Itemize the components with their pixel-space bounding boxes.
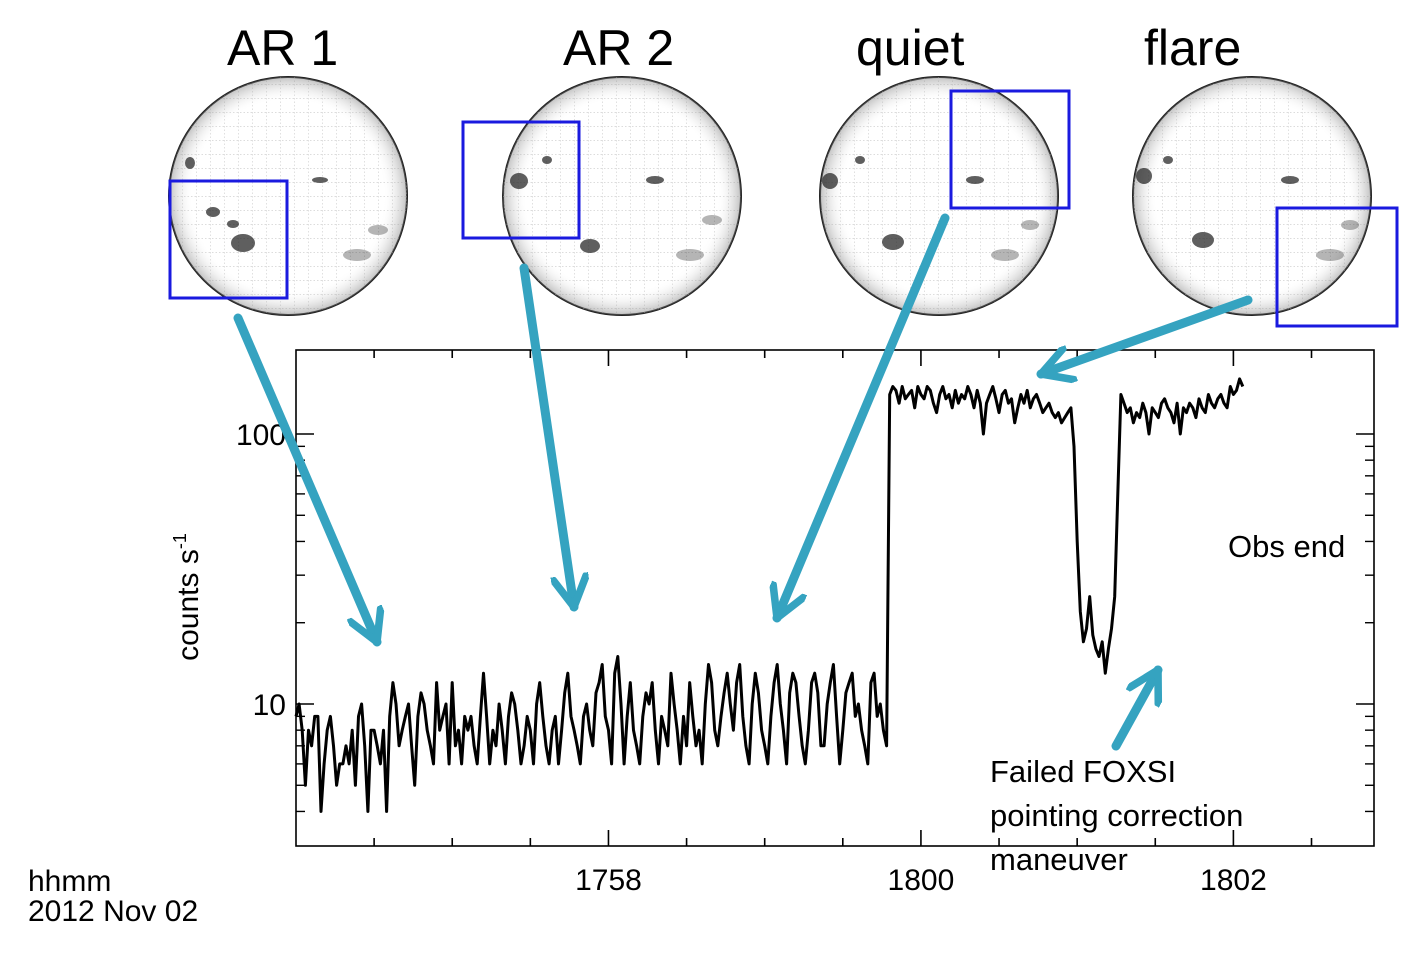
- arrow-ar1: [233, 313, 377, 647]
- y-tick-label-100: 100: [236, 419, 286, 452]
- x-tick-label-1800: 1800: [888, 864, 955, 897]
- panel-title-flare: flare: [1144, 20, 1241, 76]
- y-tick-label-10: 10: [253, 689, 286, 722]
- panel-title-ar2: AR 2: [563, 20, 674, 76]
- arrow-failed-maneuver: [1111, 665, 1163, 751]
- panel-title-quiet: quiet: [856, 20, 965, 76]
- arrow-quiet: [777, 213, 950, 623]
- fov-box-ar1: [168, 179, 289, 300]
- x-tick-label-1758: 1758: [575, 864, 642, 897]
- fov-box-flare: [1275, 206, 1399, 328]
- sun-image-quiet: [819, 76, 1059, 316]
- plot-area: [295, 349, 1375, 847]
- obs-end-label: Obs end: [1228, 529, 1345, 564]
- x-tick-label-1802: 1802: [1200, 864, 1267, 897]
- failed-label-line3: maneuver: [990, 842, 1128, 877]
- y-axis-label-exponent: -1: [170, 533, 190, 549]
- arrow-ar2: [519, 263, 574, 612]
- arrow-flare: [1036, 295, 1253, 374]
- fov-box-ar2: [461, 120, 581, 240]
- sun-image-ar2: [502, 76, 742, 316]
- fov-box-quiet: [949, 89, 1071, 210]
- y-minor-ticks: [296, 445, 1374, 813]
- time-units-label: hhmm: [28, 865, 111, 898]
- date-label: 2012 Nov 02: [28, 895, 198, 928]
- sun-image-flare: [1132, 76, 1372, 316]
- y-axis-label: counts s-1: [170, 533, 205, 661]
- failed-label-line2: pointing correction: [990, 798, 1243, 833]
- axis-major-ticks: [296, 350, 1374, 846]
- panel-title-ar1: AR 1: [227, 20, 338, 76]
- count-rate-series-line: [294, 377, 1245, 813]
- failed-label-line1: Failed FOXSI: [990, 754, 1176, 789]
